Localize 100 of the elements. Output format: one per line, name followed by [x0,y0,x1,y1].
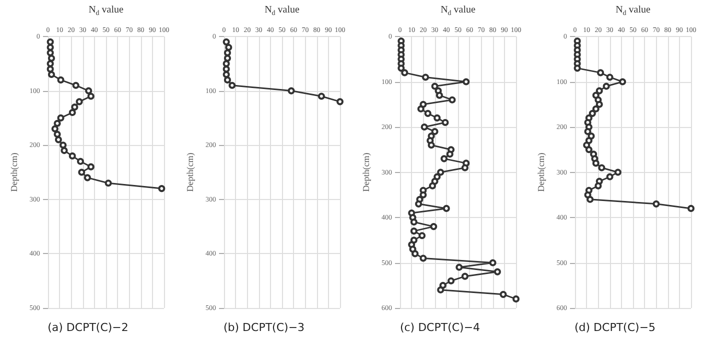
point [455,264,462,271]
point [435,92,442,99]
point [441,118,448,126]
point [433,114,440,122]
point [68,152,76,160]
point [574,64,582,72]
point [318,92,325,100]
point [84,174,91,182]
point [57,114,64,122]
point [224,49,231,56]
point [688,204,695,212]
point [419,100,426,108]
point [76,98,83,106]
point [594,182,602,190]
point [158,185,166,192]
point [416,105,424,112]
point [606,173,614,180]
point [54,120,61,127]
point [652,200,660,208]
point [87,92,94,100]
point [440,155,448,162]
point [46,60,54,68]
point [614,168,622,176]
text: (c) DCPT(C)−4 [399,321,480,334]
point [71,104,78,111]
point [46,44,54,51]
point [460,164,468,172]
y-axis-title: Depth(cm) [184,152,195,192]
point [442,204,450,212]
point [224,44,232,51]
point [596,100,604,108]
point [57,76,64,84]
point [411,250,418,258]
point [606,74,614,81]
point [72,82,80,89]
point [48,71,55,78]
point [85,87,92,94]
point [427,142,434,149]
point [446,150,453,158]
point [462,78,470,86]
point [54,136,62,144]
point [424,110,431,117]
point [410,218,417,226]
point [596,87,604,94]
y-axis-title: Depth(cm) [360,152,371,192]
point [222,66,230,73]
point [422,74,429,81]
point [104,180,112,187]
point [588,132,595,140]
point [60,147,68,154]
point [410,228,417,235]
point [436,168,444,176]
point [499,290,506,298]
point [584,128,592,136]
point [420,124,428,130]
text: (a) DCPT(C)−2 [48,321,128,334]
point [592,92,600,99]
point [586,196,594,203]
point [603,82,610,90]
point [288,87,295,94]
point [224,54,231,62]
point [46,38,54,46]
point [76,158,84,165]
point [586,146,593,154]
point [222,71,230,78]
point [78,168,86,176]
text: (b) DCPT(C)−3 [223,321,304,334]
point [68,109,76,116]
point [430,82,438,90]
point [598,164,606,172]
point [447,277,454,284]
point [430,223,437,230]
text: (d) DCPT(C)−5 [574,321,656,334]
y-axis-title: Depth(cm) [536,152,546,192]
point [460,272,468,280]
point [419,191,426,198]
point [46,66,54,73]
point [336,98,344,106]
point [589,110,596,117]
point [46,49,54,56]
point [87,163,94,170]
point [586,137,593,144]
point [493,268,500,276]
point [51,125,58,132]
point [410,236,417,244]
point [619,78,626,86]
point [436,286,444,294]
point [597,69,604,76]
point [224,76,231,84]
point [222,60,230,68]
point [430,128,438,136]
point [592,160,600,167]
point [397,64,404,72]
point [428,182,436,190]
point [414,200,422,208]
point [228,82,236,89]
point [222,38,230,46]
point [48,54,55,62]
point [54,130,61,138]
point [583,142,590,149]
